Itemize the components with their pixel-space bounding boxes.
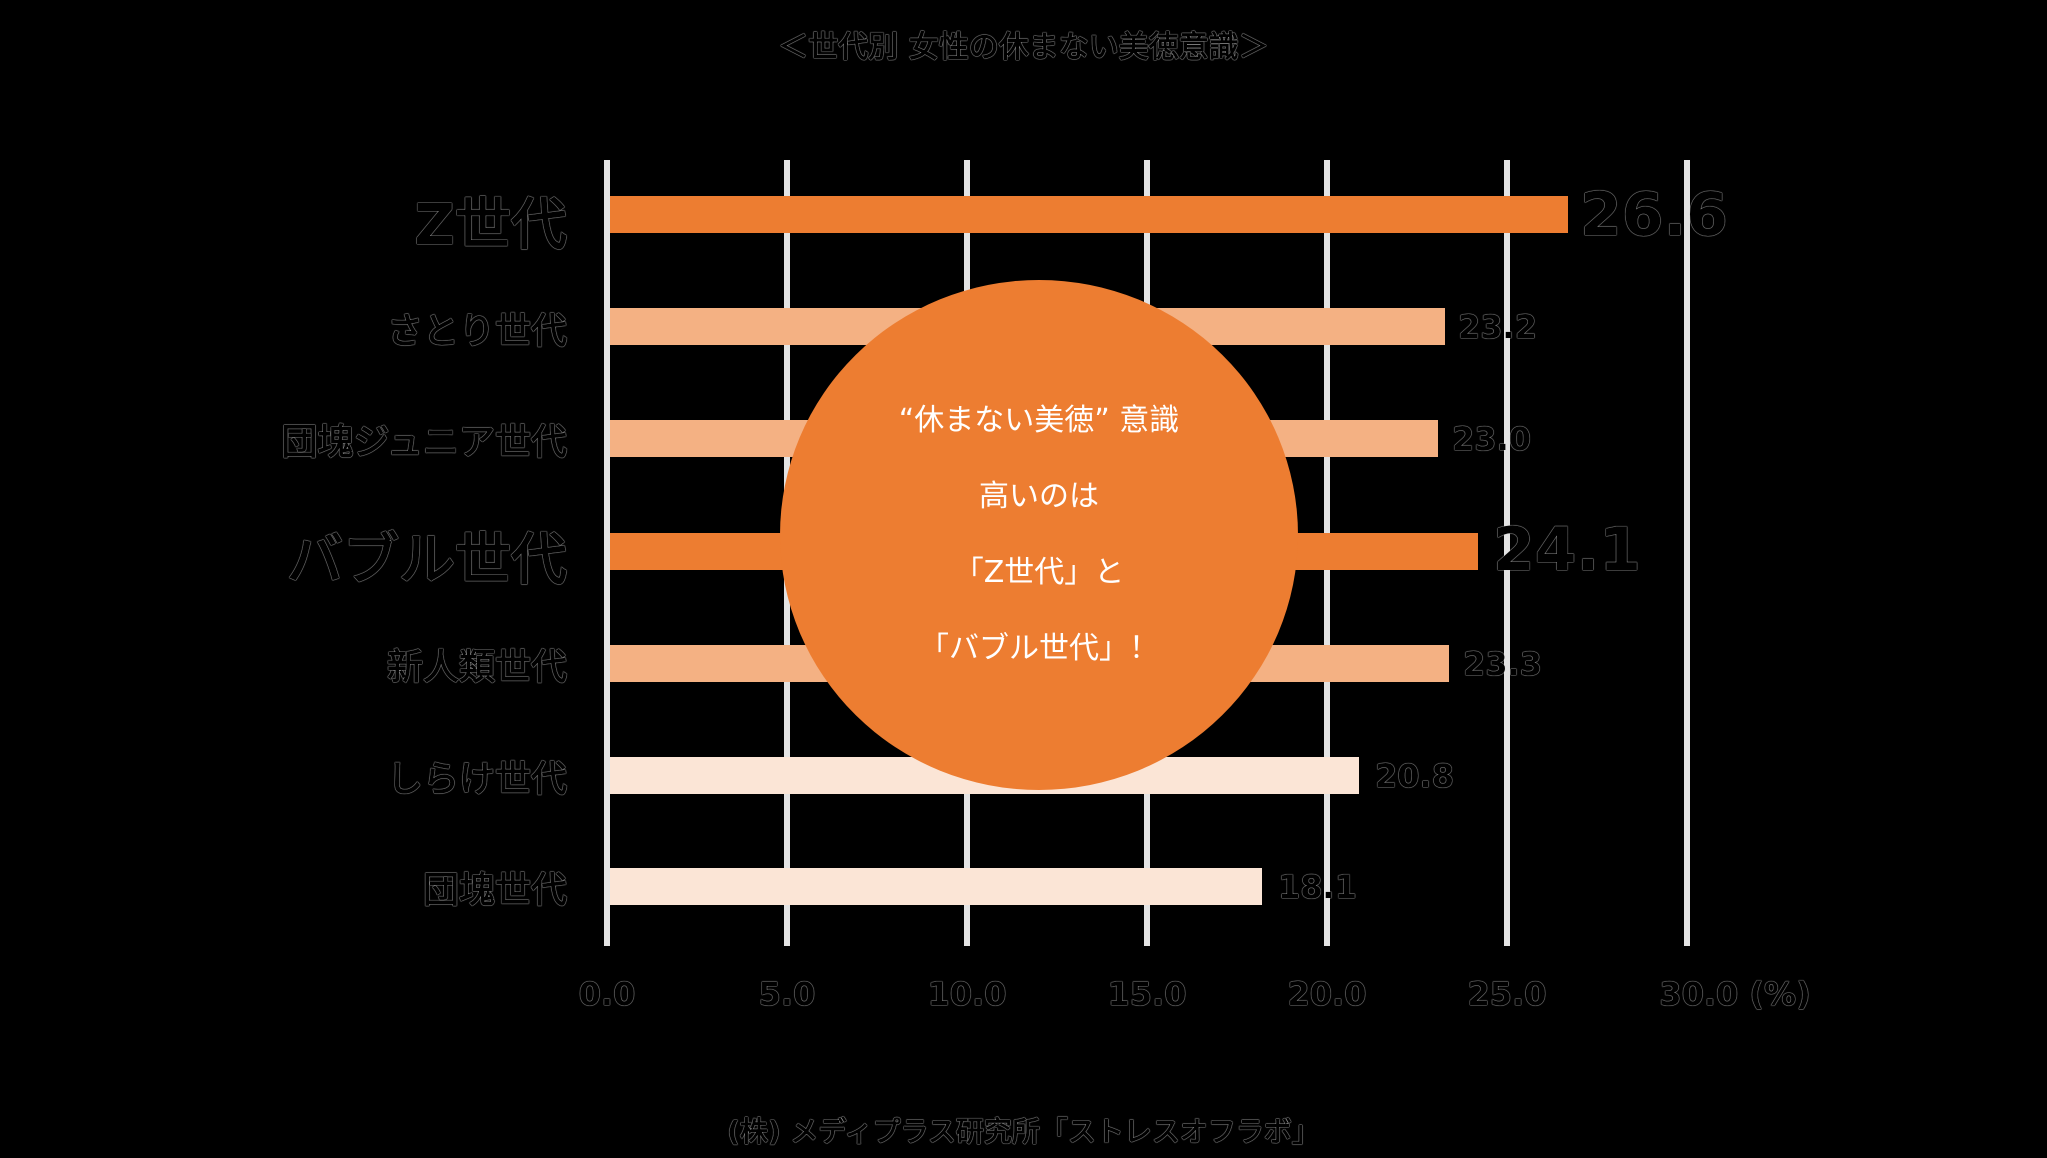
gridline-0 <box>604 160 610 946</box>
annotation-line-1: “休まない美徳” 意識 <box>898 403 1180 438</box>
annotation-line-2: 高いのは <box>979 479 1099 514</box>
gridline-30 <box>1684 160 1690 946</box>
category-label-satori: さとり世代 <box>386 311 567 352</box>
x-tick-30: 30.0 (%) <box>1659 975 1811 1013</box>
value-label-shirake: 20.8 <box>1375 757 1454 795</box>
annotation-line-3: 「Z世代」と <box>953 555 1125 590</box>
x-tick-15: 15.0 <box>1107 975 1187 1013</box>
bar-z <box>610 196 1568 233</box>
chart-title: ＜世代別 女性の休まない美徳意識＞ <box>778 30 1269 65</box>
x-tick-10: 10.0 <box>927 975 1007 1013</box>
category-label-shinjinrui: 新人類世代 <box>386 647 567 688</box>
bar-dankai <box>610 868 1262 905</box>
value-label-dankai: 18.1 <box>1278 868 1357 906</box>
category-label-shirake: しらけ世代 <box>386 759 567 800</box>
category-label-bubble: バブル世代 <box>287 528 567 593</box>
category-label-dankai: 団塊世代 <box>422 870 567 911</box>
x-tick-20: 20.0 <box>1287 975 1367 1013</box>
x-tick-5: 5.0 <box>758 975 816 1013</box>
gridline-25 <box>1504 160 1510 946</box>
annotation-circle: “休まない美徳” 意識 高いのは 「Z世代」と 「バブル世代」！ <box>780 280 1298 790</box>
value-label-bubble: 24.1 <box>1493 515 1642 585</box>
value-label-z: 26.6 <box>1580 180 1729 250</box>
source-note: (株) メディプラス研究所「ストレスオフラボ」 <box>727 1115 1320 1148</box>
x-tick-0: 0.0 <box>578 975 636 1013</box>
category-label-dankai-junior: 団塊ジュニア世代 <box>281 422 567 463</box>
annotation-line-4: 「バブル世代」！ <box>919 631 1159 666</box>
value-label-dankai-junior: 23.0 <box>1452 420 1531 458</box>
x-tick-25: 25.0 <box>1467 975 1547 1013</box>
value-label-satori: 23.2 <box>1458 308 1537 346</box>
value-label-shinjinrui: 23.3 <box>1463 645 1542 683</box>
category-label-z: Z世代 <box>414 193 567 258</box>
